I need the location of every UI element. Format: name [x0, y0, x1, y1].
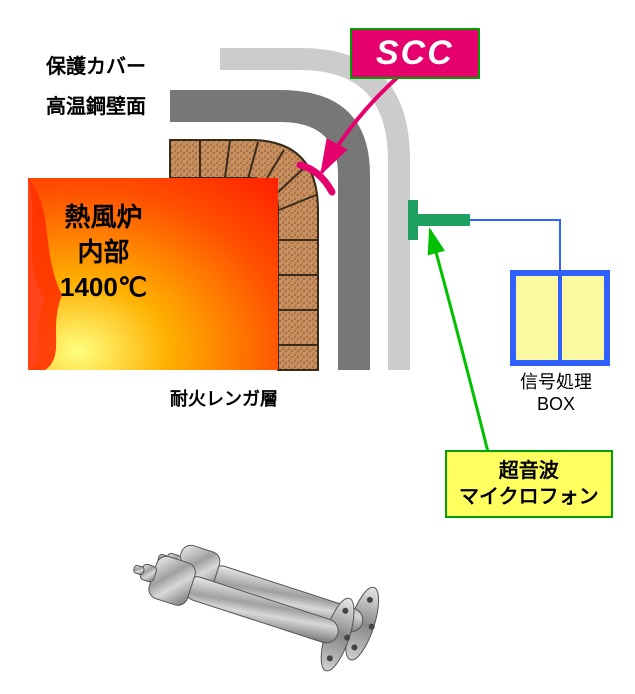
signal-wire: [470, 220, 560, 270]
furnace-line2: 内部: [60, 235, 147, 270]
ultrasonic-pointer: [430, 230, 490, 460]
refractory-brick-label: 耐火レンガ層: [170, 385, 278, 411]
ultrasonic-line1: 超音波: [459, 458, 599, 484]
furnace-interior-label: 熱風炉 内部 1400℃: [60, 200, 147, 305]
furnace-line1: 熱風炉: [60, 200, 147, 235]
microphone-hardware: [122, 515, 386, 681]
furnace-temp: 1400℃: [60, 270, 147, 305]
steel-wall-label: 高温鋼壁面: [46, 90, 146, 119]
ultrasonic-microphone-sensor: [408, 200, 470, 240]
scc-text: SCC: [376, 34, 454, 72]
signal-box-label: 信号処理 BOX: [520, 372, 592, 415]
signal-box: [510, 270, 610, 366]
signal-box-line2: BOX: [520, 394, 592, 416]
scc-badge: SCC: [350, 28, 480, 79]
ultrasonic-badge: 超音波 マイクロフォン: [445, 450, 613, 518]
signal-box-line1: 信号処理: [520, 372, 592, 394]
protective-cover-label: 保護カバー: [46, 50, 146, 79]
ultrasonic-line2: マイクロフォン: [459, 484, 599, 510]
